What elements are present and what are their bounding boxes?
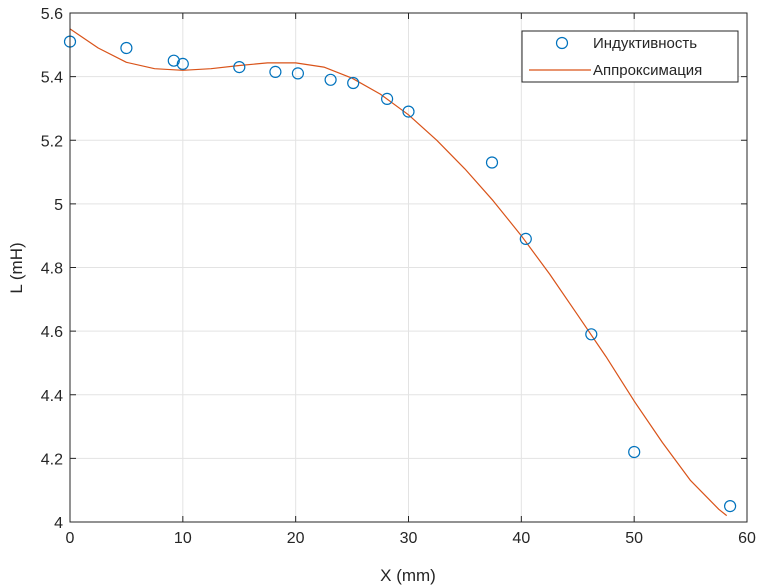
data-point [723, 500, 737, 513]
legend-marker-inductance [555, 36, 569, 50]
series-layer [63, 28, 737, 517]
data-point [585, 328, 598, 341]
legend-label-approximation: Аппроксимация [593, 62, 702, 79]
x-tick-label: 60 [738, 530, 756, 547]
data-point [120, 41, 133, 55]
y-tick-label: 4.2 [41, 451, 63, 468]
data-point [176, 57, 189, 71]
grid [70, 13, 747, 522]
x-tick-label: 50 [625, 530, 643, 547]
data-point [381, 92, 394, 106]
data-point [519, 232, 532, 245]
data-point [402, 105, 415, 118]
y-tick-label: 5.4 [41, 70, 63, 87]
y-tick-label: 4 [54, 515, 63, 532]
legend-label-inductance: Индуктивность [593, 35, 697, 52]
y-axis-label: L (mH) [7, 242, 26, 293]
y-tick-label: 5.6 [41, 6, 63, 23]
x-tick-label: 40 [512, 530, 530, 547]
ticks: 0 10 20 30 40 50 60 4 4.2 4.4 4.6 4.8 5 5.2 5.4 5.6 [41, 6, 756, 547]
data-point [347, 76, 360, 90]
y-tick-label: 5 [54, 197, 63, 214]
x-tick-label: 0 [66, 530, 75, 547]
x-tick-label: 20 [287, 530, 305, 547]
data-point [291, 67, 304, 80]
approximation-curve [69, 28, 728, 517]
data-point [233, 60, 246, 74]
data-point [269, 65, 282, 79]
y-tick-label: 5.2 [41, 133, 63, 150]
legend: Индуктивность Аппроксимация [521, 30, 739, 83]
y-tick-label: 4.6 [41, 324, 63, 341]
y-tick-label: 4.8 [41, 261, 63, 278]
data-point [485, 156, 499, 169]
y-tick-label: 4.4 [41, 388, 63, 405]
data-point [628, 445, 641, 459]
x-axis-label: X (mm) [380, 566, 436, 585]
x-tick-label: 30 [400, 530, 418, 547]
data-point [167, 54, 180, 67]
data-point [324, 73, 337, 86]
x-tick-label: 10 [174, 530, 192, 547]
